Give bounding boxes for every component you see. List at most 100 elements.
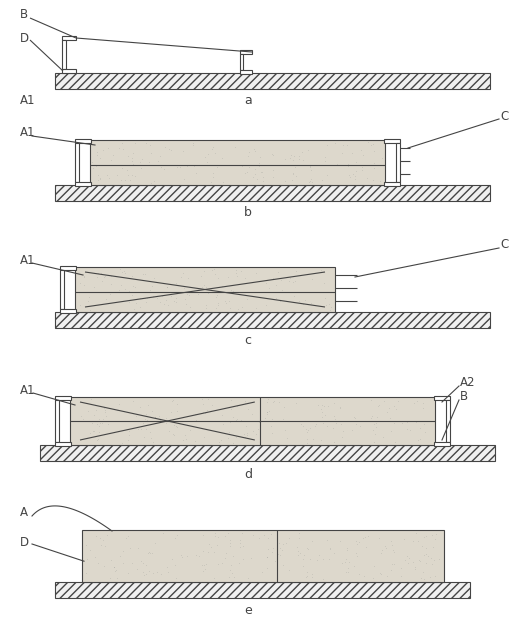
Point: [375, 176, 384, 186]
Point: [163, 416, 171, 426]
Point: [245, 147, 253, 157]
Point: [299, 155, 307, 165]
Point: [129, 148, 137, 158]
Point: [352, 166, 360, 176]
Point: [237, 265, 245, 275]
Point: [143, 293, 151, 303]
Point: [318, 175, 326, 185]
Point: [308, 569, 316, 579]
Point: [214, 273, 222, 283]
Point: [93, 160, 101, 170]
Point: [428, 558, 436, 568]
Point: [117, 138, 126, 148]
Bar: [55, 73, 490, 89]
Point: [128, 160, 136, 170]
Point: [201, 153, 209, 163]
Point: [118, 558, 127, 568]
Point: [414, 536, 422, 546]
Text: A1: A1: [20, 384, 36, 396]
Point: [89, 163, 97, 173]
Point: [250, 145, 258, 155]
Point: [252, 303, 261, 313]
Point: [115, 143, 123, 153]
Point: [180, 283, 188, 293]
Bar: [62, 40, 66, 69]
Point: [218, 281, 226, 291]
Bar: [40, 445, 495, 461]
Point: [184, 290, 193, 300]
Point: [251, 168, 260, 178]
Point: [377, 548, 385, 558]
Point: [379, 432, 387, 442]
Point: [147, 148, 156, 158]
Point: [203, 405, 211, 415]
Point: [191, 436, 199, 446]
Point: [142, 297, 150, 307]
Point: [305, 177, 314, 187]
Point: [227, 560, 235, 570]
Point: [390, 558, 398, 568]
Point: [244, 573, 252, 583]
Point: [214, 532, 222, 542]
Point: [411, 562, 420, 572]
Point: [209, 142, 217, 152]
Point: [161, 141, 169, 151]
Point: [84, 292, 93, 302]
Point: [330, 411, 338, 421]
Point: [133, 563, 141, 573]
Point: [277, 543, 285, 553]
Point: [186, 302, 194, 312]
Point: [344, 161, 352, 171]
Point: [267, 421, 275, 431]
Point: [421, 558, 430, 568]
Point: [93, 150, 101, 160]
Point: [387, 536, 396, 546]
Point: [278, 545, 286, 555]
Point: [128, 290, 136, 300]
Point: [287, 150, 296, 160]
Point: [128, 153, 136, 163]
Bar: [55, 312, 490, 328]
Point: [241, 274, 249, 284]
Point: [327, 543, 335, 553]
Point: [141, 414, 149, 424]
Point: [199, 530, 207, 540]
Point: [405, 553, 413, 563]
Point: [201, 408, 209, 418]
Point: [160, 164, 168, 174]
Point: [295, 296, 303, 306]
Point: [336, 403, 344, 413]
Point: [398, 418, 406, 428]
Point: [281, 424, 289, 434]
Point: [277, 287, 285, 297]
Point: [131, 282, 139, 292]
Point: [151, 538, 159, 548]
Point: [146, 287, 154, 297]
Point: [290, 151, 298, 161]
Point: [188, 140, 197, 150]
Point: [231, 142, 239, 152]
Point: [274, 267, 282, 277]
Point: [207, 287, 215, 297]
Point: [370, 163, 378, 173]
Point: [273, 562, 282, 572]
Point: [124, 531, 132, 541]
Point: [180, 294, 188, 304]
Point: [163, 562, 171, 572]
Point: [364, 531, 372, 541]
Point: [367, 395, 375, 405]
Point: [183, 551, 191, 561]
Text: C: C: [500, 111, 508, 123]
Point: [388, 560, 397, 570]
Point: [184, 273, 193, 283]
Point: [337, 433, 346, 443]
Point: [132, 298, 141, 308]
Point: [114, 285, 123, 295]
Point: [238, 161, 246, 171]
Point: [298, 147, 306, 157]
Point: [226, 541, 234, 551]
Point: [254, 417, 263, 427]
Point: [243, 167, 251, 177]
Point: [138, 163, 146, 173]
Bar: [75, 143, 79, 182]
